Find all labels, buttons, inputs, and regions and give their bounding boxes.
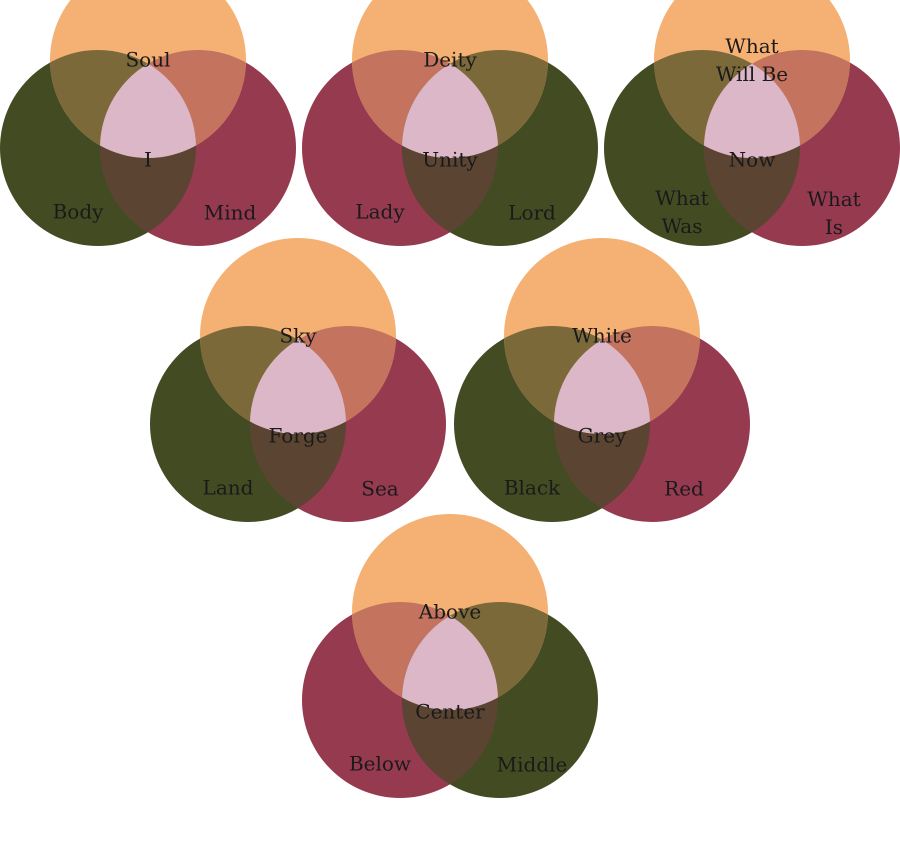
overlap-center <box>554 326 650 434</box>
right-label: Red <box>664 477 704 501</box>
center-label: I <box>144 148 152 172</box>
top-label: White <box>572 324 632 348</box>
left-label: Below <box>349 752 411 776</box>
venn-diagram-6: Above Center Below Middle <box>302 514 598 798</box>
overlap-center <box>704 50 800 158</box>
left-label: Lady <box>355 200 405 224</box>
left-label: Black <box>504 476 561 500</box>
top-label: Deity <box>423 48 477 72</box>
right-label: Sea <box>361 477 399 501</box>
overlap-center <box>402 602 498 710</box>
venn-diagram-1: Soul I Body Mind <box>0 0 296 246</box>
left-label: Land <box>203 476 254 500</box>
venn-diagram-4: Sky Forge Land Sea <box>150 238 446 522</box>
right-label: What Is <box>807 187 860 239</box>
top-label: Sky <box>279 324 317 348</box>
overlap-center <box>402 50 498 158</box>
center-label: Unity <box>422 148 478 172</box>
left-label: Body <box>53 200 105 224</box>
venn-diagram-2: Deity Unity Lady Lord <box>302 0 598 246</box>
overlap-center <box>250 326 346 434</box>
center-label: Now <box>729 148 776 172</box>
left-label: What Was <box>655 186 708 238</box>
center-label: Center <box>415 700 485 724</box>
right-label: Middle <box>497 753 568 777</box>
center-label: Grey <box>578 424 627 448</box>
right-label: Mind <box>204 201 257 225</box>
top-label: What Will Be <box>716 34 788 86</box>
top-label: Soul <box>125 48 170 72</box>
right-label: Lord <box>508 201 556 225</box>
center-label: Forge <box>268 424 327 448</box>
venn-diagram-3: What Will Be Now What Was What Is <box>604 0 900 246</box>
venn-diagram-5: White Grey Black Red <box>454 238 750 522</box>
top-label: Above <box>418 600 481 624</box>
overlap-center <box>100 50 196 158</box>
